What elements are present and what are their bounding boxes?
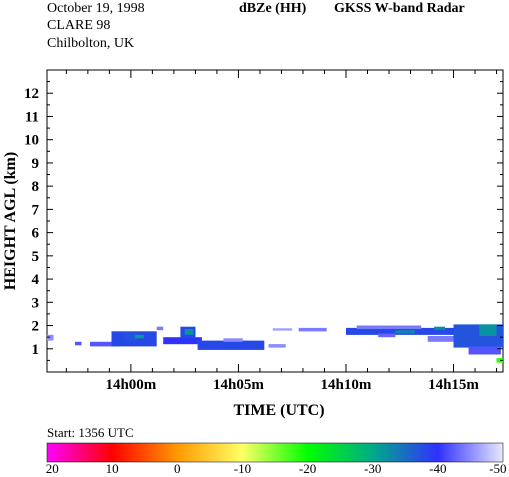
echo-cell bbox=[163, 337, 202, 345]
echo-cell bbox=[197, 340, 265, 350]
echo-cell bbox=[272, 328, 293, 331]
echo-cells bbox=[47, 324, 503, 363]
echo-cell bbox=[378, 333, 396, 338]
echo-cell bbox=[479, 324, 497, 336]
y-tick-label: 10 bbox=[24, 133, 39, 149]
x-tick-label: 14h10m bbox=[321, 377, 372, 393]
instrument-label: GKSS W-band Radar bbox=[334, 1, 465, 16]
echo-cell bbox=[156, 326, 164, 331]
colorbar-tick-label: 10 bbox=[105, 461, 119, 476]
echo-cell bbox=[268, 344, 286, 348]
colorbar-tick-label: -30 bbox=[364, 461, 382, 476]
y-tick-label: 11 bbox=[25, 109, 39, 125]
y-tick-label: 2 bbox=[32, 319, 40, 335]
echo-cell bbox=[47, 334, 54, 341]
x-axis-label: TIME (UTC) bbox=[233, 402, 324, 419]
y-tick-label: 6 bbox=[32, 226, 40, 242]
campaign-label: CLARE 98 bbox=[47, 18, 111, 33]
x-tick-label: 14h00m bbox=[105, 377, 156, 393]
y-tick-label: 3 bbox=[32, 295, 40, 311]
colorbar-tick-label: -10 bbox=[233, 461, 252, 476]
y-tick-label: 8 bbox=[32, 179, 40, 195]
y-tick-label: 5 bbox=[32, 249, 40, 265]
echo-cell bbox=[184, 329, 194, 335]
echo-cell bbox=[496, 358, 503, 363]
location-label: Chilbolton, UK bbox=[47, 36, 135, 51]
start-time-label: Start: 1356 UTC bbox=[47, 425, 134, 440]
echo-cell bbox=[124, 332, 138, 341]
y-tick-label: 7 bbox=[32, 202, 40, 218]
echo-cell bbox=[468, 346, 501, 355]
date-label: October 19, 1998 bbox=[47, 1, 145, 16]
colorbar-tick-label: -50 bbox=[489, 461, 507, 476]
echo-cell bbox=[356, 325, 422, 329]
y-tick-label: 12 bbox=[24, 86, 39, 102]
y-tick-label: 1 bbox=[32, 342, 40, 358]
echo-cell bbox=[90, 341, 121, 347]
colorbar-tick-label: 20 bbox=[45, 461, 59, 476]
x-tick-label: 14h05m bbox=[213, 377, 264, 393]
colorbar-tick-label: -20 bbox=[298, 461, 317, 476]
colorbar-tick-label: 0 bbox=[174, 461, 181, 476]
x-tick-label: 14h15m bbox=[428, 377, 479, 393]
echo-cell bbox=[298, 327, 327, 332]
colorbar-tick-label: -40 bbox=[429, 461, 447, 476]
colorbar bbox=[46, 442, 504, 463]
echo-cell bbox=[75, 341, 82, 346]
y-axis-label: HEIGHT AGL (km) bbox=[2, 152, 19, 290]
y-tick-label: 4 bbox=[32, 272, 40, 288]
y-tick-label: 9 bbox=[32, 156, 40, 172]
x-axis: 14h00m 14h05m 14h10m 14h15m bbox=[65, 70, 498, 393]
product-label: dBZe (HH) bbox=[239, 1, 307, 16]
echo-cell bbox=[135, 334, 144, 339]
echo-cell bbox=[427, 336, 460, 342]
echo-cell bbox=[223, 338, 243, 342]
echo-cell bbox=[434, 326, 445, 331]
echo-cell bbox=[395, 330, 415, 334]
